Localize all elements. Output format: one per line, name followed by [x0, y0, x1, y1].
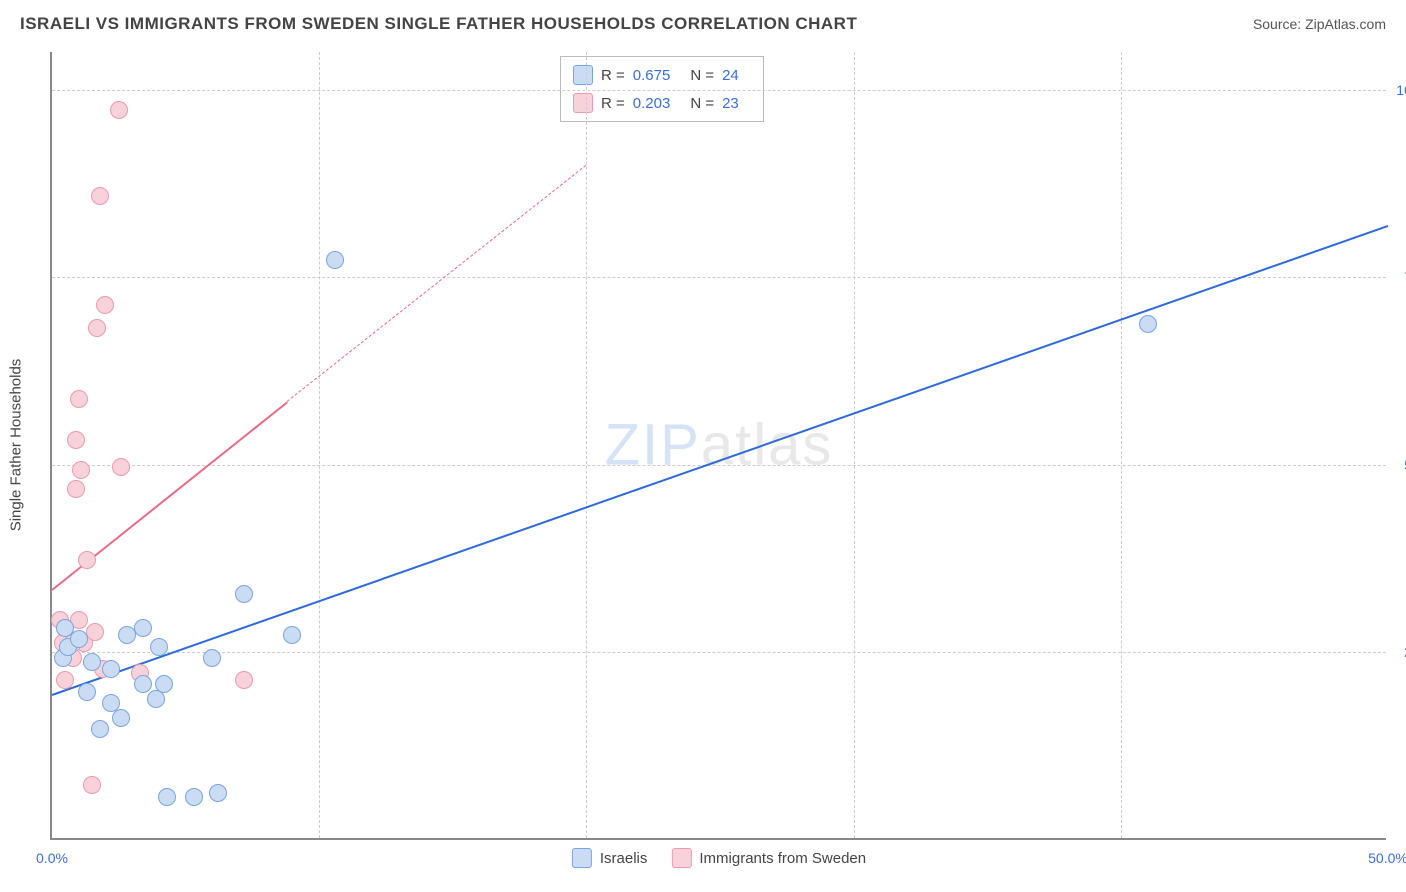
trend-line [52, 225, 1389, 696]
y-axis-label: Single Father Households [8, 359, 25, 532]
stat-value-r: 0.675 [633, 67, 671, 84]
data-point-a [91, 720, 109, 738]
data-point-a [1139, 315, 1157, 333]
data-point-a [326, 251, 344, 269]
data-point-b [56, 671, 74, 689]
x-tick-label: 0.0% [36, 850, 68, 866]
gridline-horizontal [52, 277, 1386, 278]
legend-swatch-israelis [572, 848, 592, 868]
data-point-b [96, 296, 114, 314]
data-point-a [150, 638, 168, 656]
data-point-b [83, 776, 101, 794]
data-point-a [235, 585, 253, 603]
watermark-part1: ZIP [605, 413, 701, 478]
data-point-a [70, 630, 88, 648]
y-tick-label: 2.5% [1392, 644, 1406, 660]
data-point-a [158, 788, 176, 806]
data-point-b [70, 390, 88, 408]
trend-line [287, 165, 587, 402]
gridline-vertical [586, 52, 587, 838]
stats-swatch [573, 65, 593, 85]
legend-item-sweden: Immigrants from Sweden [671, 848, 866, 868]
x-tick-label: 50.0% [1368, 850, 1406, 866]
y-tick-label: 10.0% [1392, 82, 1406, 98]
stat-value-r: 0.203 [633, 95, 671, 112]
stat-value-n: 23 [722, 95, 739, 112]
data-point-b [110, 101, 128, 119]
data-point-a [78, 683, 96, 701]
data-point-a [134, 675, 152, 693]
data-point-a [118, 626, 136, 644]
stat-label-r: R = [601, 67, 625, 84]
gridline-horizontal [52, 652, 1386, 653]
stat-value-n: 24 [722, 67, 739, 84]
legend-label-sweden: Immigrants from Sweden [699, 850, 866, 867]
data-point-a [283, 626, 301, 644]
stat-label-n: N = [690, 95, 714, 112]
y-tick-label: 5.0% [1392, 457, 1406, 473]
stat-label-n: N = [690, 67, 714, 84]
data-point-b [86, 623, 104, 641]
y-tick-label: 7.5% [1392, 269, 1406, 285]
data-point-b [72, 461, 90, 479]
legend-label-israelis: Israelis [600, 850, 648, 867]
stats-row: R = 0.203 N = 23 [571, 89, 753, 117]
data-point-a [112, 709, 130, 727]
chart-header: ISRAELI VS IMMIGRANTS FROM SWEDEN SINGLE… [0, 0, 1406, 48]
data-point-b [91, 187, 109, 205]
data-point-a [134, 619, 152, 637]
source-attribution: Source: ZipAtlas.com [1253, 16, 1386, 32]
legend: Israelis Immigrants from Sweden [572, 848, 866, 868]
legend-item-israelis: Israelis [572, 848, 648, 868]
data-point-b [112, 458, 130, 476]
data-point-a [209, 784, 227, 802]
data-point-a [185, 788, 203, 806]
data-point-a [102, 660, 120, 678]
watermark: ZIPatlas [605, 412, 834, 479]
gridline-vertical [854, 52, 855, 838]
chart-title: ISRAELI VS IMMIGRANTS FROM SWEDEN SINGLE… [20, 14, 857, 34]
stats-row: R = 0.675 N = 24 [571, 61, 753, 89]
scatter-plot-area: ZIPatlas Single Father Households R =0.6… [50, 52, 1386, 840]
data-point-b [78, 551, 96, 569]
source-name: ZipAtlas.com [1305, 16, 1386, 32]
gridline-horizontal [52, 465, 1386, 466]
watermark-part2: atlas [701, 413, 834, 478]
data-point-a [203, 649, 221, 667]
data-point-a [155, 675, 173, 693]
stats-swatch [573, 93, 593, 113]
data-point-b [67, 480, 85, 498]
data-point-a [83, 653, 101, 671]
gridline-vertical [1121, 52, 1122, 838]
gridline-horizontal [52, 90, 1386, 91]
source-prefix: Source: [1253, 16, 1305, 32]
legend-swatch-sweden [671, 848, 691, 868]
data-point-b [67, 431, 85, 449]
gridline-vertical [319, 52, 320, 838]
data-point-b [88, 319, 106, 337]
stat-label-r: R = [601, 95, 625, 112]
data-point-b [235, 671, 253, 689]
